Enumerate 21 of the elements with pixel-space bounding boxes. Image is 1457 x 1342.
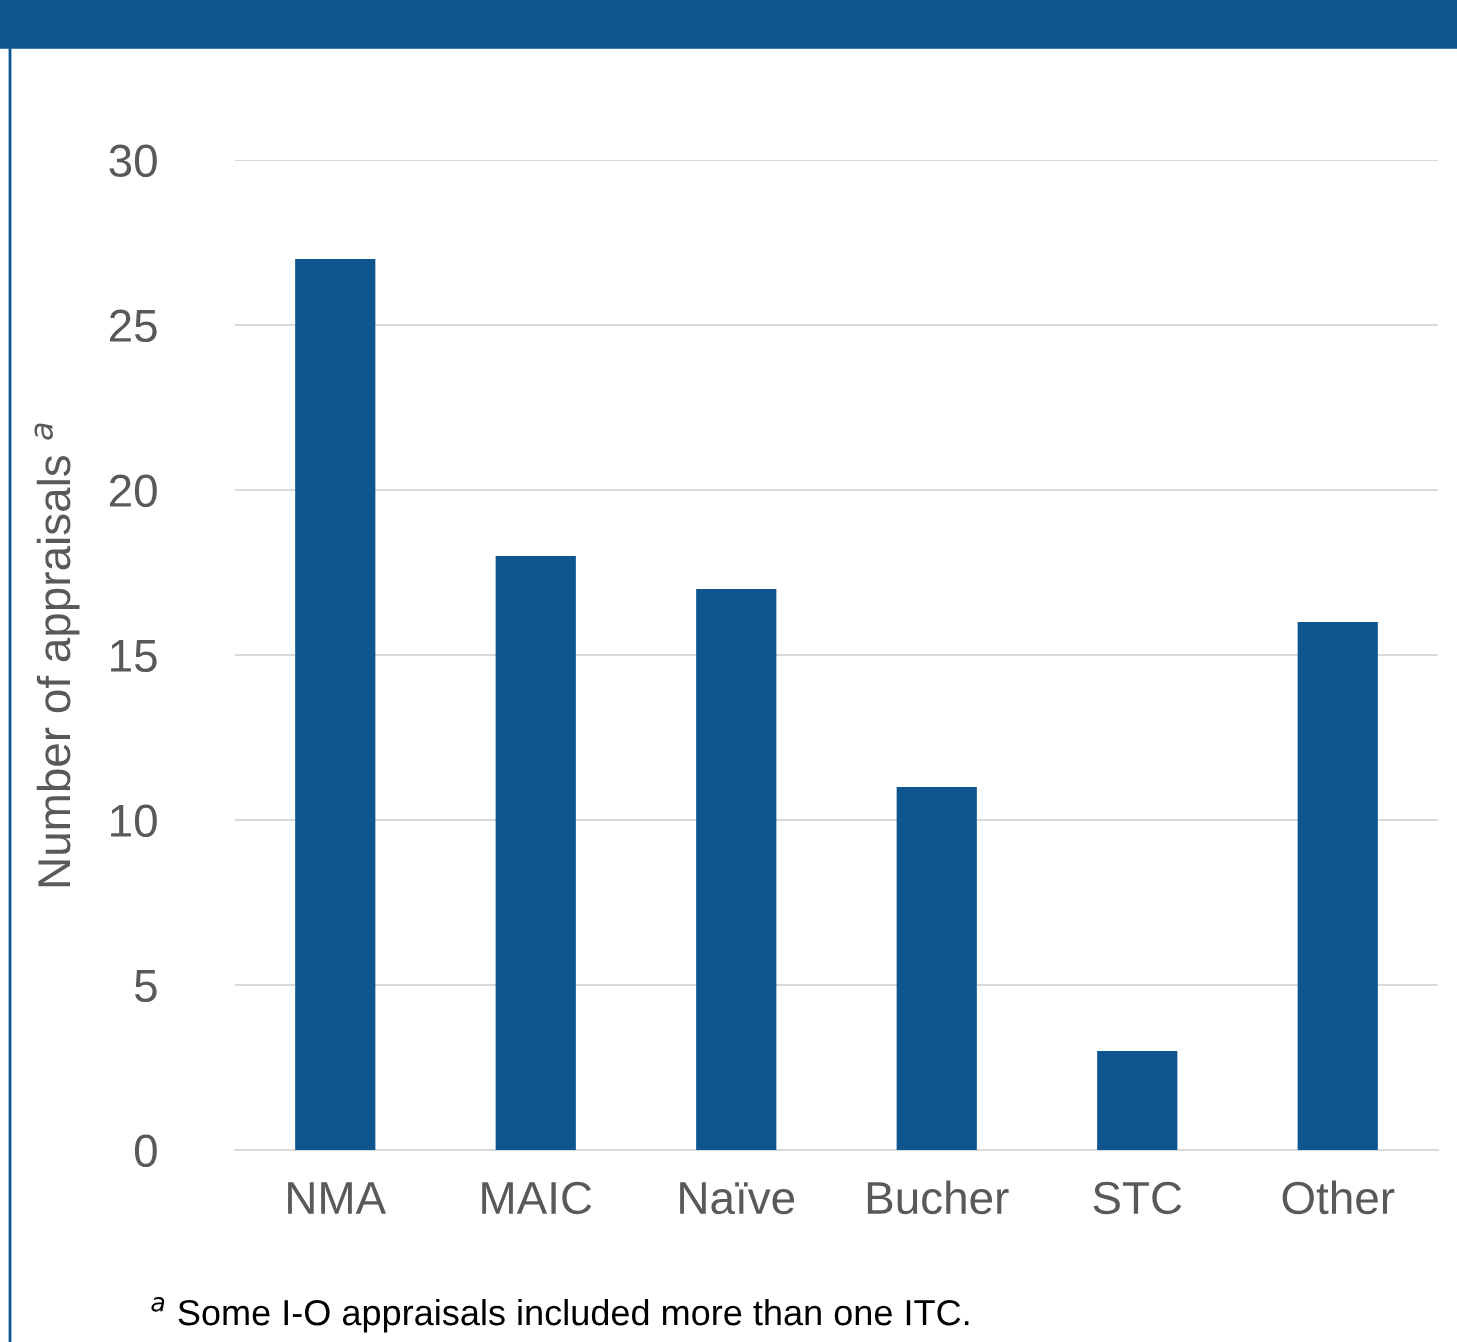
- text: $^{a}$ Some I-O appraisals included more than one ITC.: [151, 1297, 969, 1333]
- x-tick-label: STC: [1093, 1181, 1182, 1215]
- bar: [1097, 1051, 1178, 1150]
- y-tick-label: 25: [109, 309, 157, 343]
- y-axis-title: Number of appraisals $^{a}$: [34, 423, 80, 887]
- y-tick-label: 0: [134, 1134, 157, 1168]
- y-tick-label: 5: [134, 970, 157, 1003]
- bar: [1297, 622, 1378, 1150]
- bar: [295, 259, 376, 1150]
- y-tick-label: 20: [109, 474, 157, 508]
- x-tick-label: MAIC: [482, 1181, 592, 1215]
- bar: [696, 589, 777, 1150]
- x-tick-label: Bucher: [867, 1180, 1009, 1215]
- y-tick-label: 30: [109, 144, 157, 178]
- x-tick-label: Naïve: [680, 1182, 795, 1215]
- y-tick-label: 10: [111, 804, 157, 838]
- bar: [495, 556, 576, 1150]
- y-tick-label: 15: [111, 640, 157, 673]
- x-tick-label: Other: [1282, 1180, 1395, 1215]
- bar: [896, 787, 977, 1150]
- x-tick-label: NMA: [288, 1182, 387, 1214]
